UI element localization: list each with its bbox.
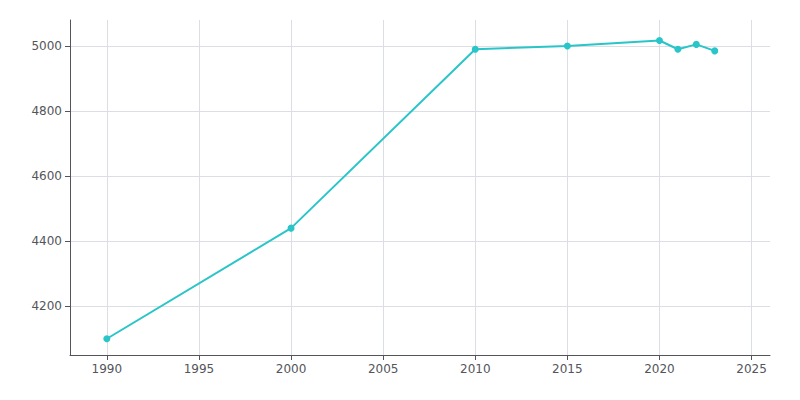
svg-text:1995: 1995 xyxy=(184,362,215,376)
svg-text:2020: 2020 xyxy=(644,362,675,376)
svg-text:4600: 4600 xyxy=(31,169,62,183)
svg-text:2010: 2010 xyxy=(460,362,491,376)
svg-text:4200: 4200 xyxy=(31,299,62,313)
svg-text:2015: 2015 xyxy=(552,362,583,376)
svg-text:5000: 5000 xyxy=(31,39,62,53)
svg-text:4800: 4800 xyxy=(31,104,62,118)
svg-text:2000: 2000 xyxy=(276,362,307,376)
svg-text:2025: 2025 xyxy=(736,362,767,376)
svg-text:4400: 4400 xyxy=(31,234,62,248)
svg-text:1990: 1990 xyxy=(92,362,123,376)
svg-text:2005: 2005 xyxy=(368,362,399,376)
